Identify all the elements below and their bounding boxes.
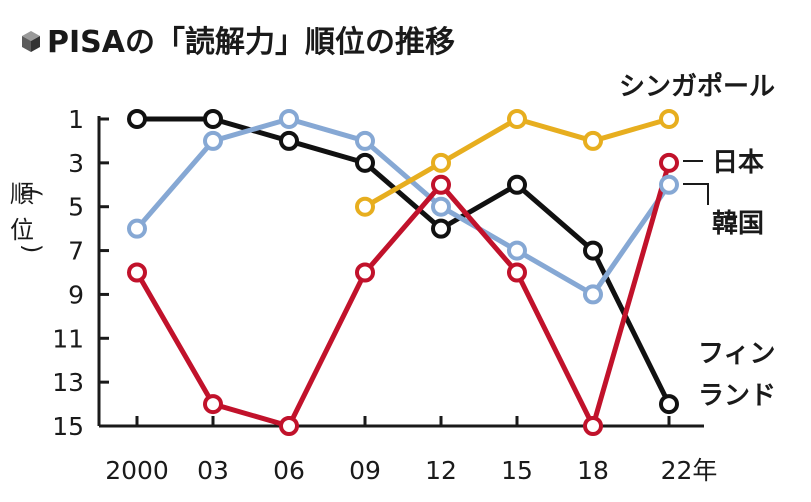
- y-axis-label-char-1: 順: [10, 180, 34, 208]
- series-1-point: [127, 218, 147, 239]
- y-tick-label: 7: [68, 237, 84, 266]
- series-2-point: [659, 109, 679, 129]
- series-0-point: [659, 394, 679, 415]
- series-2-point: [431, 152, 451, 173]
- x-tick-label: 06: [273, 456, 305, 485]
- x-tick-label: 18: [577, 456, 609, 485]
- series-2-point: [507, 109, 527, 129]
- series-3-line: [134, 160, 672, 429]
- series-1-line: [134, 116, 672, 297]
- y-tick-label: 5: [68, 193, 84, 222]
- series-3-point: [583, 416, 603, 436]
- series-3-point: [659, 152, 679, 173]
- y-tick-label: 1: [68, 105, 84, 134]
- x-tick-label: 12: [425, 456, 457, 485]
- y-axis-label-char-2: 位: [10, 216, 34, 244]
- series-0-line: [134, 116, 672, 407]
- series-0-point: [355, 152, 375, 173]
- legend-label-singapore: シンガポール: [619, 71, 775, 102]
- y-tick-label: 11: [52, 324, 84, 353]
- y-tick-label: 9: [68, 280, 84, 309]
- x-tick-label: 22年: [661, 456, 718, 485]
- series-0-point: [583, 240, 603, 261]
- y-axis-label-paren-open: (: [18, 188, 46, 197]
- y-tick-label: 3: [68, 149, 84, 178]
- series-3-point: [431, 174, 451, 195]
- series-2-point: [355, 196, 375, 217]
- series-3-point: [507, 262, 527, 283]
- series-lines: [134, 116, 672, 429]
- legend-label-korea: 韓国: [712, 209, 764, 239]
- series-3-point: [127, 262, 147, 283]
- y-axis-label: ( 順 位 ): [10, 180, 46, 253]
- series-3-point: [279, 416, 299, 436]
- series-2-point: [583, 130, 603, 151]
- series-3-point: [203, 394, 223, 415]
- series-1-point: [355, 130, 375, 151]
- title-icon: [22, 31, 40, 52]
- x-tick-label: 15: [501, 456, 533, 485]
- y-tick-label: 13: [52, 368, 84, 397]
- series-0-point: [203, 109, 223, 129]
- series-1-point: [279, 109, 299, 129]
- y-tick-label: 15: [52, 412, 84, 441]
- series-1-point: [203, 130, 223, 151]
- x-tick-label: 03: [197, 456, 229, 485]
- series-1-point: [507, 240, 527, 261]
- series-0-point: [127, 109, 147, 129]
- legend-label-finland-line2: ランド: [698, 381, 776, 411]
- x-tick-label: 09: [349, 456, 381, 485]
- legend-label-finland-line1: フィン: [698, 339, 775, 369]
- series-0-point: [431, 218, 451, 239]
- series-1-point: [659, 174, 679, 195]
- series-0-point: [507, 174, 527, 195]
- legend-leader-korea: [683, 183, 709, 205]
- legend-label-japan: 日本: [712, 148, 764, 178]
- series-0-point: [279, 130, 299, 151]
- series-1-point: [583, 284, 603, 305]
- x-tick-label: 2000: [105, 456, 169, 485]
- series-1-point: [431, 196, 451, 217]
- series-3-point: [355, 262, 375, 283]
- chart-title: PISAの「読解力」順位の推移: [47, 25, 455, 60]
- y-axis-label-paren-close: ): [18, 244, 46, 253]
- series-points: [127, 109, 679, 436]
